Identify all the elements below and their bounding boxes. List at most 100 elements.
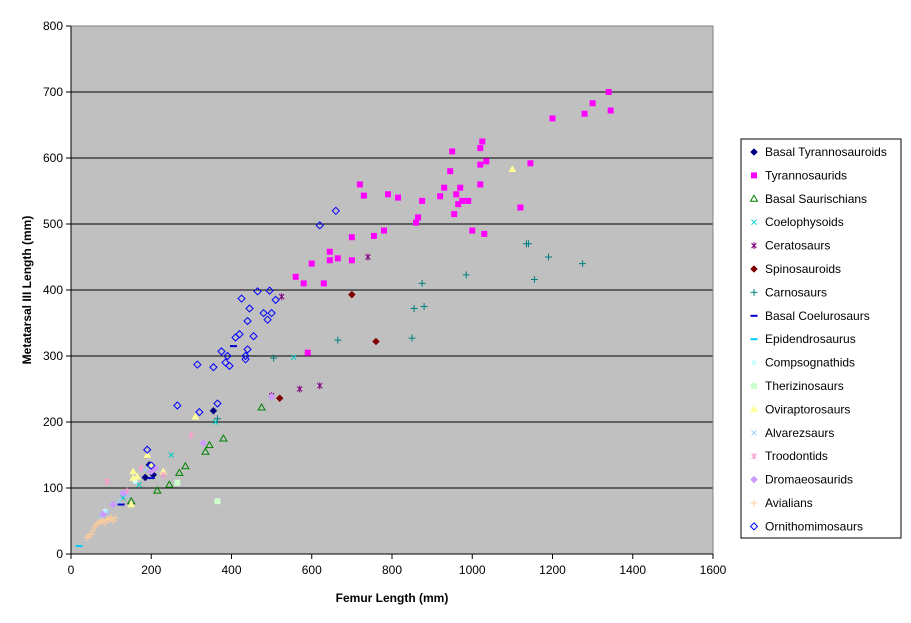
data-point <box>419 197 426 204</box>
data-point <box>331 206 341 216</box>
data-point <box>265 286 274 295</box>
legend-label: Epidendrosaurus <box>765 332 856 346</box>
series-4 <box>268 253 371 400</box>
legend-label: Basal Coelurosaurs <box>765 309 870 323</box>
data-point <box>334 255 341 262</box>
data-point <box>127 500 136 508</box>
data-point <box>180 461 190 470</box>
y-tick-label: 200 <box>43 415 63 429</box>
data-point <box>271 295 280 305</box>
data-point <box>152 486 162 494</box>
data-point <box>214 498 221 505</box>
legend-marker <box>750 405 758 413</box>
data-point <box>143 451 152 458</box>
legend-label: Troodontids <box>765 449 828 463</box>
legend-box <box>740 138 902 539</box>
series-3 <box>120 354 297 501</box>
data-point <box>418 279 426 287</box>
legend-label: Alvarezsaurs <box>765 426 834 440</box>
data-point <box>348 234 355 241</box>
legend-item: Spinosauroids <box>750 262 841 276</box>
data-point <box>304 349 311 356</box>
data-point <box>160 471 167 479</box>
data-point <box>205 440 214 449</box>
data-point <box>469 227 476 234</box>
data-point <box>141 473 150 482</box>
data-point <box>195 407 204 417</box>
data-point <box>316 382 323 390</box>
y-tick-label: 500 <box>43 217 63 231</box>
y-tick-label: 800 <box>43 19 63 33</box>
data-point <box>119 489 128 498</box>
legend-label: Oviraptorosaurs <box>765 402 850 416</box>
legend-item: Ornithomimosaurs <box>749 519 863 533</box>
y-tick-label: 100 <box>43 481 63 495</box>
data-point <box>147 461 156 470</box>
data-point <box>451 211 458 218</box>
legend-label: Compsognathids <box>765 356 855 370</box>
data-point <box>372 337 380 346</box>
data-point <box>89 527 97 535</box>
data-point <box>249 331 258 341</box>
legend-item: Troodontids <box>751 449 828 463</box>
data-point <box>245 304 254 313</box>
data-point <box>356 181 363 188</box>
data-point <box>243 316 252 326</box>
data-point <box>201 447 210 455</box>
data-point <box>109 500 117 509</box>
data-point <box>270 354 278 362</box>
data-point <box>235 330 244 339</box>
data-point <box>459 197 466 204</box>
y-tick-label: 300 <box>43 349 63 363</box>
legend-marker <box>749 522 759 531</box>
data-point <box>292 273 299 280</box>
legend-item: Carnosaurs <box>750 285 827 299</box>
data-point <box>530 275 538 283</box>
legend-marker <box>749 194 759 202</box>
data-point <box>225 361 234 371</box>
data-point <box>449 148 456 155</box>
legend-item: Epidendrosaurus <box>750 332 856 346</box>
data-point <box>296 385 303 393</box>
x-tick-label: 1600 <box>700 563 727 577</box>
legend-item: Basal Tyrannosauroids <box>750 145 887 159</box>
x-axis-title: Femur Length (mm) <box>336 591 449 605</box>
data-point <box>408 334 416 342</box>
data-point <box>579 260 587 268</box>
data-point <box>253 287 262 296</box>
data-point <box>455 201 462 208</box>
data-point <box>243 345 252 354</box>
x-tick-label: 800 <box>382 563 402 577</box>
data-point <box>477 161 484 168</box>
data-point <box>527 160 534 167</box>
y-tick-label: 0 <box>56 547 63 561</box>
data-point <box>481 230 488 237</box>
data-points <box>75 89 614 548</box>
data-point <box>437 193 444 200</box>
data-point <box>441 184 448 191</box>
legend-item: Coelophysoids <box>751 215 844 229</box>
legend-item: Tyrannosaurids <box>751 168 847 182</box>
legend-item: Avialians <box>750 496 813 510</box>
data-point <box>223 351 232 361</box>
legend-label: Coelophysoids <box>765 215 844 229</box>
data-point <box>209 406 218 415</box>
legend-marker <box>750 499 758 507</box>
data-point <box>477 181 484 188</box>
data-point <box>581 110 588 117</box>
tick-labels: 0 200 400 600 800 1000 1200 1400 1600 0 100 200 300 4… <box>43 19 727 577</box>
data-point <box>213 399 222 408</box>
data-point <box>191 412 200 420</box>
data-point <box>370 232 377 239</box>
data-point <box>143 445 152 454</box>
data-point <box>320 280 327 287</box>
data-point <box>75 545 83 548</box>
legend-item: Dromaeosaurids <box>750 473 853 487</box>
data-point <box>380 227 387 234</box>
legend-label: Ornithomimosaurs <box>765 519 863 533</box>
data-point <box>133 472 142 480</box>
legend-item: Oviraptorosaurs <box>750 402 850 416</box>
legend-label: Basal Tyrannosauroids <box>765 145 887 159</box>
legend-marker <box>751 383 757 389</box>
